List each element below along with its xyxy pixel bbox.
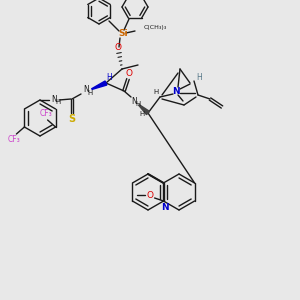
Text: N: N: [131, 97, 137, 106]
Text: H: H: [153, 89, 159, 95]
Text: H: H: [140, 111, 145, 117]
Text: H: H: [106, 73, 112, 82]
Text: N: N: [51, 94, 57, 103]
Text: O: O: [146, 190, 153, 200]
Text: CF₃: CF₃: [8, 136, 21, 145]
Text: H: H: [56, 99, 61, 105]
Text: N: N: [172, 86, 180, 95]
Text: O: O: [115, 44, 122, 52]
Text: H: H: [87, 90, 93, 96]
Text: CF₃: CF₃: [39, 110, 52, 118]
Text: H: H: [196, 73, 202, 82]
Text: N: N: [83, 85, 89, 94]
Polygon shape: [92, 81, 107, 89]
Text: N: N: [162, 202, 169, 211]
Text: S: S: [68, 114, 76, 124]
Text: C(CH₃)₃: C(CH₃)₃: [144, 26, 167, 31]
Polygon shape: [139, 105, 149, 115]
Text: O: O: [125, 68, 133, 77]
Text: Si: Si: [118, 29, 128, 38]
Text: H: H: [135, 101, 141, 107]
